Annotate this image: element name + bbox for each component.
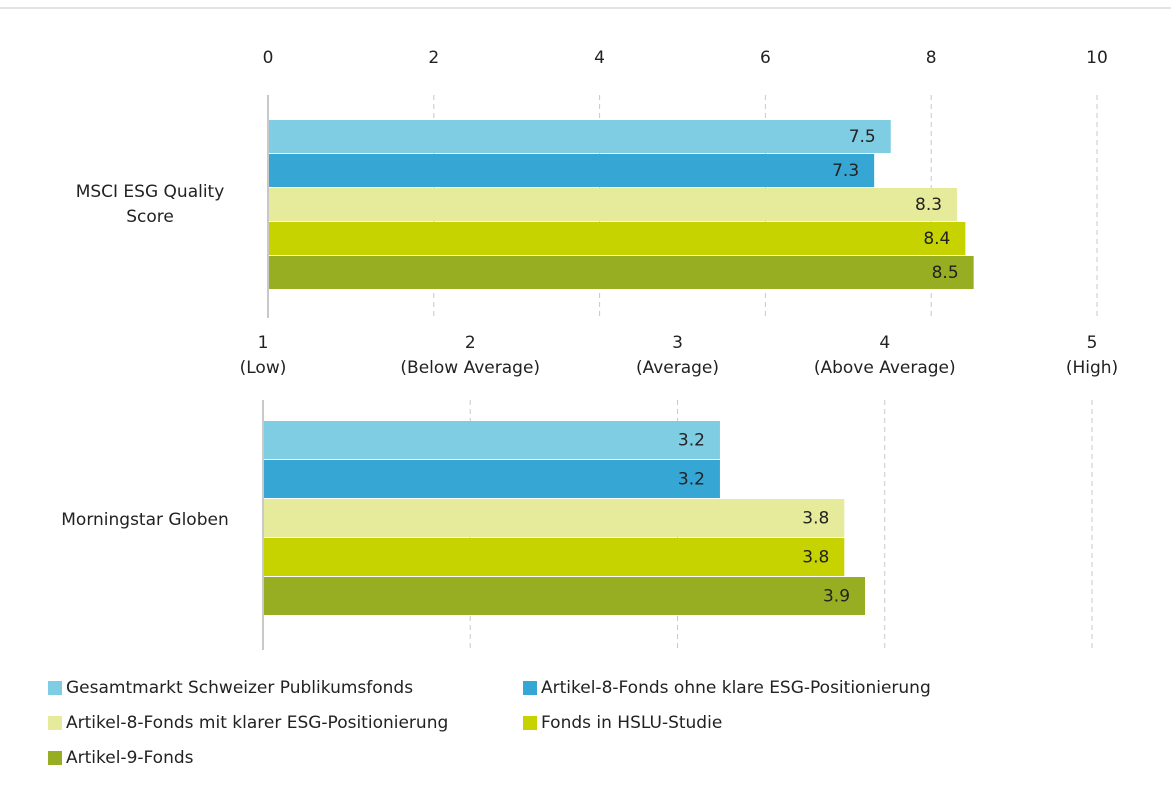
category-label: Morningstar Globen (61, 510, 229, 530)
bar (264, 577, 866, 615)
bar (264, 421, 720, 459)
bar (264, 538, 845, 576)
value-label: 7.5 (849, 127, 876, 147)
legend-label: Artikel-9-Fonds (66, 748, 194, 768)
x-tick-label: 5 (High) (1065, 333, 1119, 378)
value-label: 3.8 (802, 548, 829, 568)
value-label: 3.2 (678, 431, 705, 451)
legend-swatch (48, 681, 62, 695)
legend-item: Fonds in HSLU-Studie (523, 711, 722, 735)
legend-label: Fonds in HSLU-Studie (541, 713, 723, 733)
x-tick-label: 0 (262, 48, 274, 68)
bar (264, 460, 720, 498)
legend-label: Artikel-8-Fonds ohne klare ESG-Positioni… (541, 678, 931, 698)
x-tick-label: 6 (759, 48, 771, 68)
legend-swatch (48, 716, 62, 730)
category-label: MSCI ESG Quality Score (75, 182, 225, 227)
value-label: 8.4 (923, 229, 950, 249)
bar (269, 120, 891, 153)
legend-item: Artikel-8-Fonds ohne klare ESG-Positioni… (523, 676, 931, 700)
legend-label: Artikel-8-Fonds mit klarer ESG-Positioni… (66, 713, 449, 733)
legend-swatch (523, 716, 537, 730)
bar (264, 499, 845, 537)
bar (269, 154, 875, 187)
value-label: 3.2 (678, 470, 705, 490)
x-tick-label: 2 (Below Average) (400, 333, 541, 378)
legend-item: Artikel-9-Fonds (48, 746, 194, 770)
legend-swatch (523, 681, 537, 695)
legend-item: Artikel-8-Fonds mit klarer ESG-Positioni… (48, 711, 448, 735)
x-tick-label: 2 (428, 48, 440, 68)
legend-swatch (48, 751, 62, 765)
x-tick-label: 3 (Average) (635, 333, 720, 378)
value-label: 8.3 (915, 195, 942, 215)
value-label: 3.9 (823, 587, 850, 607)
bar (269, 188, 958, 221)
x-tick-label: 10 (1086, 48, 1108, 68)
x-tick-label: 8 (925, 48, 937, 68)
x-tick-label: 4 (Above Average) (813, 333, 956, 378)
x-tick-label: 1 (Low) (239, 333, 287, 378)
bar (269, 256, 974, 289)
value-label: 8.5 (932, 263, 959, 283)
bar (269, 222, 966, 255)
legend-item: Gesamtmarkt Schweizer Publikumsfonds (48, 676, 413, 700)
x-tick-label: 4 (594, 48, 605, 68)
value-label: 7.3 (832, 161, 859, 181)
legend-label: Gesamtmarkt Schweizer Publikumsfonds (66, 678, 414, 698)
value-label: 3.8 (802, 509, 829, 529)
